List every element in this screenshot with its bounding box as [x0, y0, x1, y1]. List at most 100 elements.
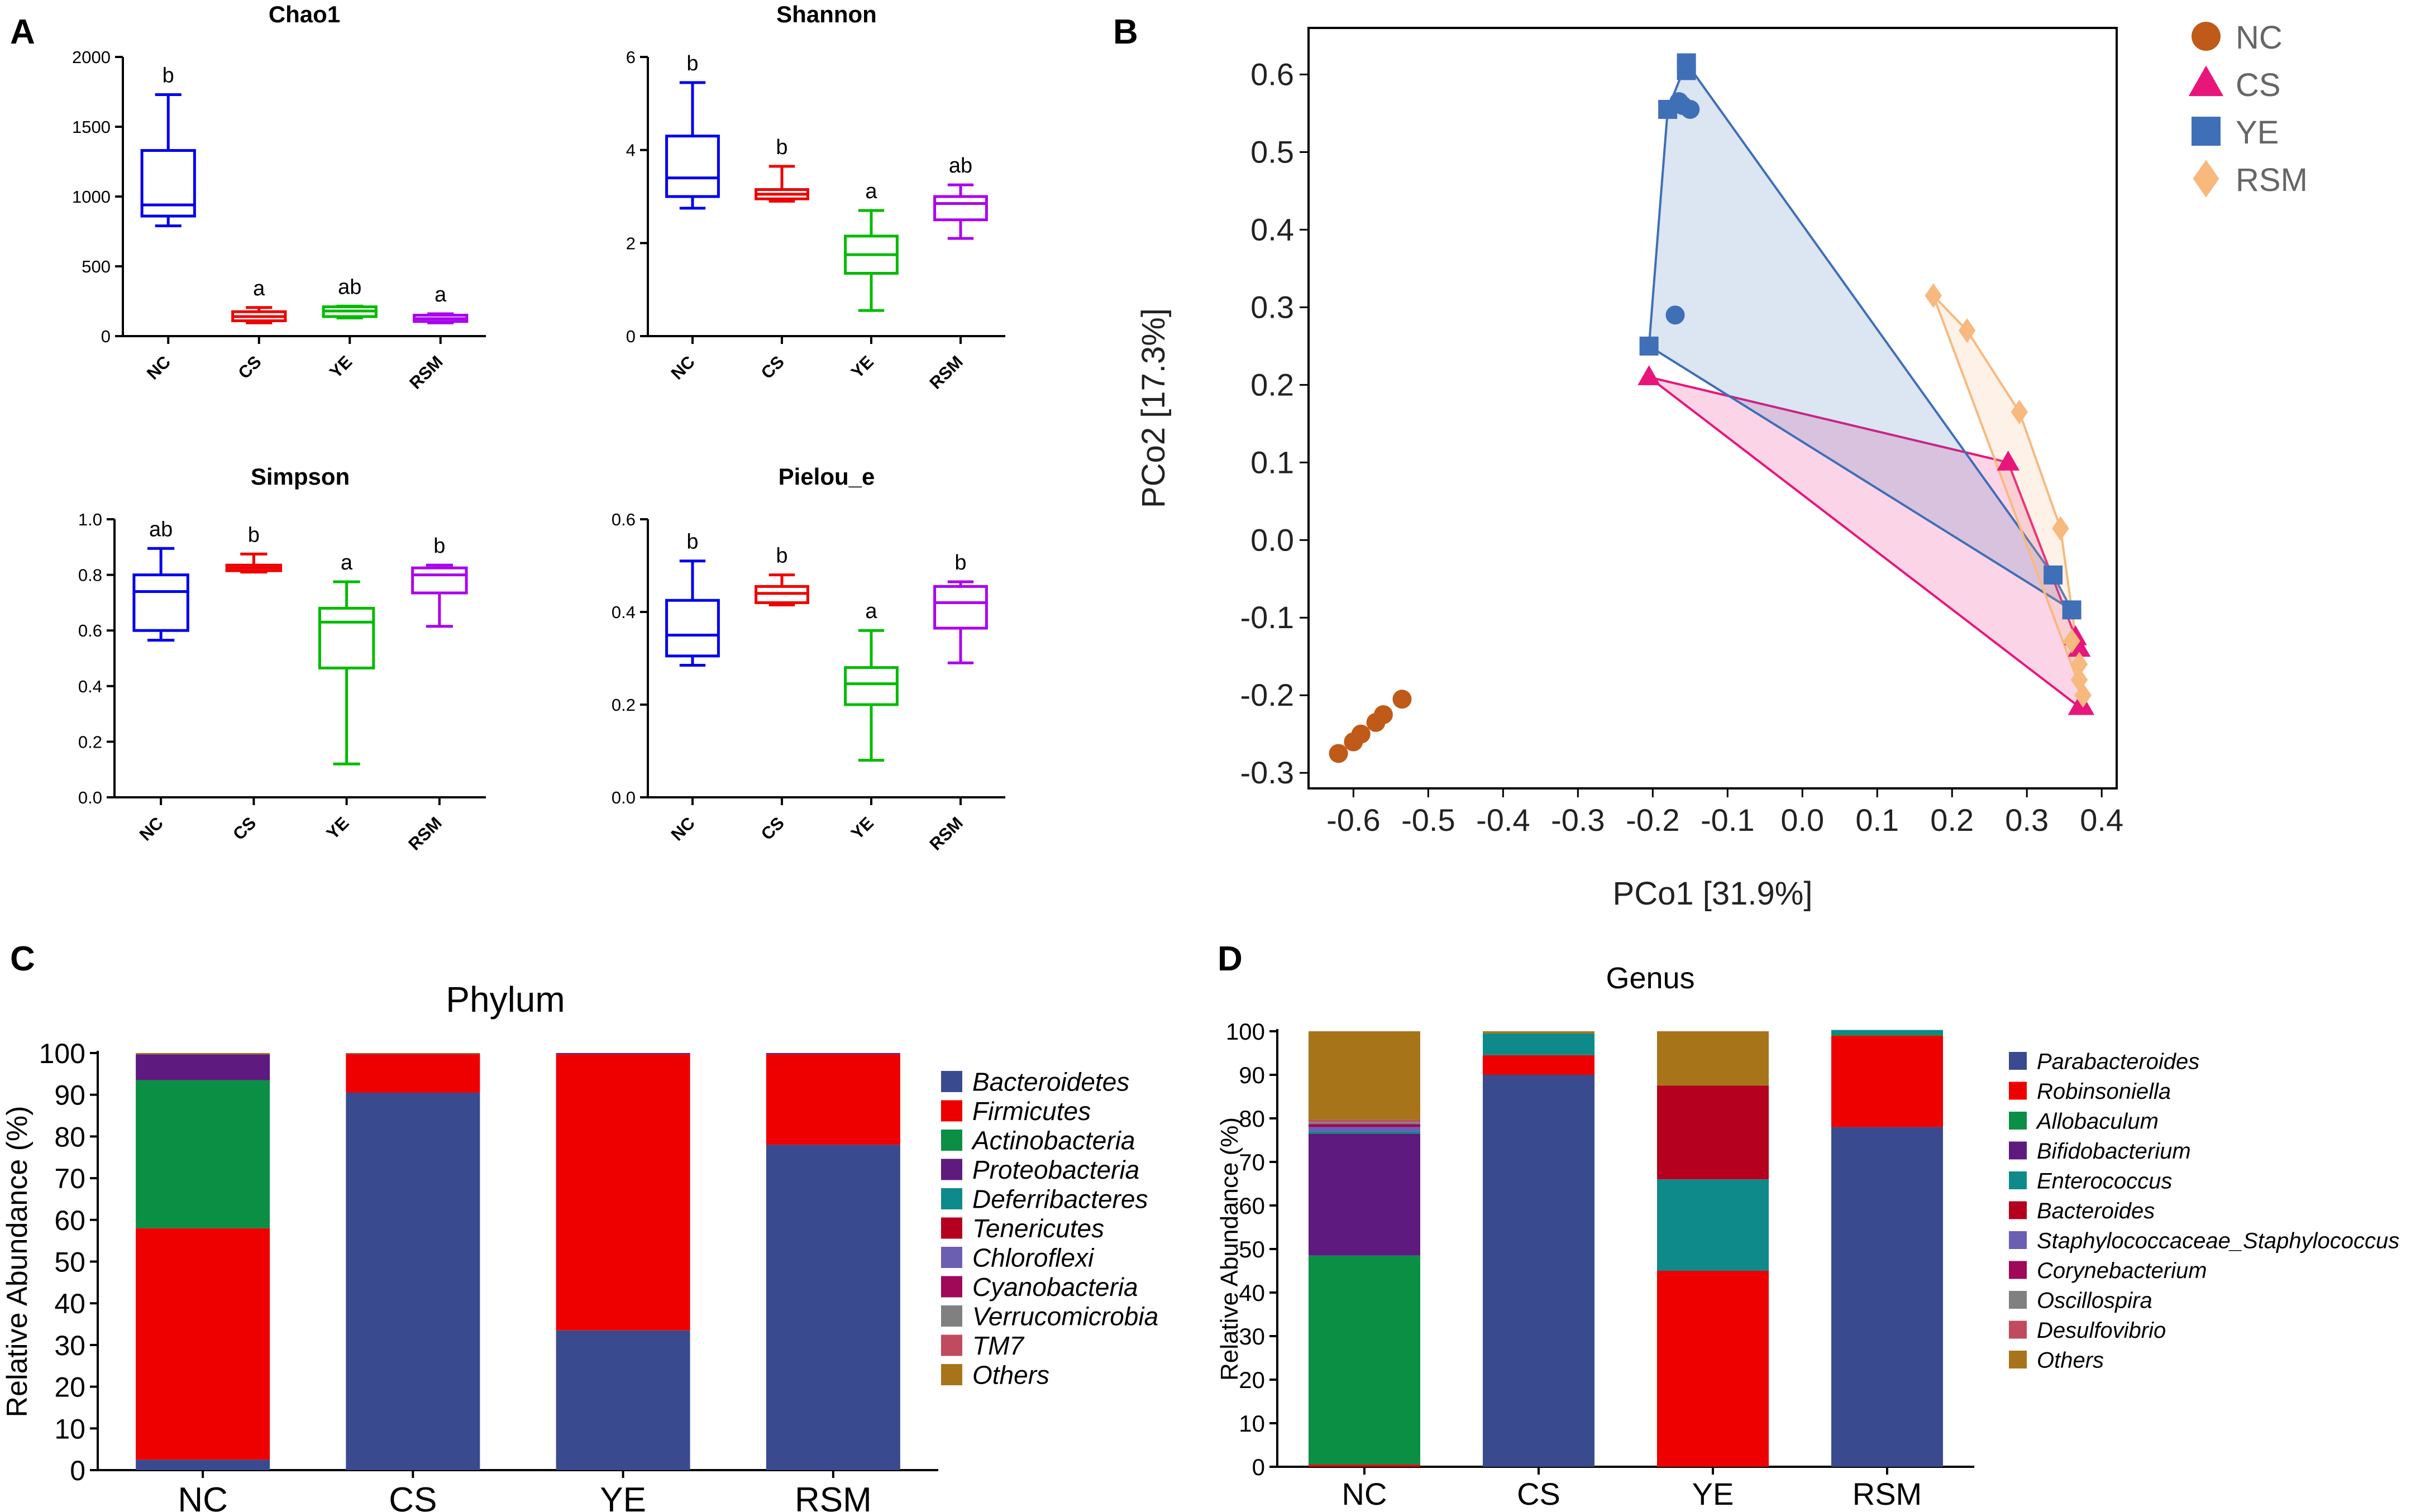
- pielou-y-tick-label: 0.2: [612, 695, 636, 715]
- pielou-box-ye: [844, 666, 899, 706]
- phylum-legend-label: Chloroflexi: [972, 1243, 1095, 1272]
- pcoa-point-nc: [1351, 724, 1371, 744]
- pcoa-x-axis-label: PCo1 [31.9%]: [1613, 875, 1813, 912]
- panel-label-c: C: [10, 940, 35, 978]
- genus-legend-label: Bacteroides: [2037, 1199, 2155, 1223]
- pcoa-x-tick-label: -0.2: [1626, 802, 1680, 838]
- pcoa-x-tick-label: 0.1: [1855, 802, 1899, 838]
- phylum-legend-swatch: [941, 1130, 962, 1151]
- chao1-y-tick-label: 1500: [72, 117, 111, 137]
- genus-y-tick-label: 50: [1239, 1236, 1265, 1262]
- pcoa-plot-frame: [1307, 27, 2118, 790]
- phylum-legend-label: Actinobacteria: [971, 1126, 1135, 1155]
- pcoa-x-tick-label: -0.5: [1401, 802, 1455, 838]
- phylum-legend-label: Cyanobacteria: [972, 1272, 1138, 1302]
- pcoa-y-tick-label: 0.3: [1250, 289, 1294, 324]
- genus-y-tick-label: 20: [1239, 1367, 1265, 1393]
- pcoa-point-rsm: [1958, 318, 1976, 343]
- chao1-significance-label: ab: [338, 275, 361, 299]
- simpson-box-rsm: [411, 566, 468, 595]
- genus-bar-segment: [1657, 1271, 1769, 1467]
- phylum-y-tick-label: 10: [54, 1413, 85, 1444]
- genus-legend-label: Corynebacterium: [2037, 1259, 2207, 1283]
- pcoa-hull-ye: [1648, 60, 2075, 614]
- phylum-y-tick-label: 0: [70, 1455, 85, 1486]
- phylum-legend-swatch: [941, 1217, 962, 1239]
- genus-bar-segment: [1309, 1122, 1420, 1125]
- shannon-significance-label: a: [865, 180, 877, 203]
- pcoa-point-nc: [1392, 690, 1412, 709]
- pcoa-point-ye: [1665, 305, 1685, 325]
- genus-y-tick-label: 70: [1239, 1149, 1265, 1175]
- genus-bar-segment: [1309, 1255, 1420, 1465]
- simpson-significance-label: b: [248, 523, 260, 547]
- phylum-bar-segment: [136, 1054, 270, 1080]
- genus-legend-label: Desulfovibrio: [2037, 1318, 2166, 1343]
- phylum-legend-swatch: [941, 1071, 962, 1092]
- pcoa-y-tick-label: -0.2: [1240, 677, 1295, 712]
- genus-category-label: YE: [1692, 1476, 1734, 1511]
- genus-y-tick-label: 0: [1252, 1454, 1265, 1480]
- pcoa-legend-label: YE: [2236, 114, 2279, 151]
- genus-bar-segment: [1309, 1124, 1420, 1127]
- shannon-significance-label: ab: [949, 154, 972, 178]
- simpson-y-tick-label: 0.0: [78, 788, 102, 807]
- pcoa-legend-marker-nc: [2192, 22, 2221, 51]
- chao1-y-tick-label: 500: [82, 257, 111, 276]
- pcoa-point-rsm: [2011, 399, 2028, 425]
- genus-legend-label: Parabacteroides: [2037, 1049, 2199, 1074]
- pielou-box-rsm: [933, 585, 988, 630]
- phylum-y-tick-label: 30: [54, 1330, 85, 1361]
- simpson-y-tick-label: 0.2: [78, 732, 102, 752]
- genus-y-tick-label: 80: [1239, 1106, 1265, 1132]
- pielou-box-nc: [665, 599, 720, 658]
- pielou-y-tick-label: 0.4: [612, 602, 636, 622]
- pcoa-point-ye: [2062, 600, 2081, 620]
- pcoa-point-cs: [2068, 637, 2091, 657]
- phylum-legend-label: Others: [972, 1361, 1049, 1390]
- panel-label-a: A: [10, 13, 35, 51]
- genus-y-tick-label: 10: [1239, 1410, 1265, 1437]
- phylum-title: Phylum: [446, 979, 565, 1020]
- simpson-significance-label: ab: [149, 518, 173, 541]
- genus-legend-label: Allobaculum: [2036, 1109, 2159, 1133]
- phylum-bar-segment: [346, 1053, 480, 1054]
- genus-bar-segment: [1657, 1031, 1769, 1086]
- shannon-y-tick-label: 0: [626, 327, 636, 346]
- genus-bar-segment: [1483, 1055, 1594, 1075]
- phylum-legend-label: Proteobacteria: [972, 1155, 1139, 1184]
- phylum-legend-label: Verrucomicrobia: [972, 1302, 1158, 1331]
- phylum-y-tick-label: 50: [54, 1247, 85, 1278]
- phylum-bar-segment: [766, 1054, 900, 1145]
- phylum-category-label: CS: [389, 1481, 437, 1512]
- phylum-bar-segment: [556, 1330, 690, 1470]
- shannon-box-nc: [665, 135, 720, 198]
- chao1-y-tick-label: 2000: [72, 47, 111, 67]
- genus-bar-segment: [1831, 1034, 1943, 1036]
- pcoa-point-rsm: [2052, 516, 2069, 541]
- pcoa-point-cs: [1997, 451, 2020, 471]
- phylum-legend-swatch: [941, 1276, 962, 1298]
- simpson-y-tick-label: 1.0: [78, 510, 102, 529]
- pcoa-y-tick-label: 0.5: [1250, 134, 1294, 169]
- phylum-bar-segment: [556, 1053, 690, 1055]
- pcoa-y-tick-label: -0.1: [1240, 600, 1295, 635]
- pcoa-x-tick-label: -0.3: [1551, 802, 1605, 838]
- pcoa-point-ye: [1677, 53, 1696, 73]
- alpha-diversity-panel: Chao10500100015002000NCbCSaYEabRSMaShann…: [72, 1, 1005, 854]
- genus-y-tick-label: 90: [1239, 1062, 1265, 1088]
- panel-label-d: D: [1218, 940, 1243, 978]
- shannon-y-tick-label: 2: [626, 233, 636, 253]
- genus-legend-label: Others: [2037, 1348, 2104, 1372]
- genus-legend-label: Oscillospira: [2037, 1288, 2152, 1313]
- phylum-y-axis-label: Relative Abundance (%): [1, 1106, 34, 1418]
- pcoa-point-nc: [1373, 705, 1393, 724]
- phylum-legend-swatch: [941, 1159, 962, 1180]
- simpson-box-ye: [318, 606, 375, 669]
- genus-legend-swatch: [2009, 1112, 2027, 1130]
- pcoa-y-tick-label: -0.3: [1240, 755, 1295, 790]
- genus-legend-label: Bifidobacterium: [2037, 1139, 2191, 1164]
- pcoa-x-tick-label: 0.3: [2005, 802, 2049, 838]
- pcoa-legend-marker-cs: [2188, 65, 2224, 97]
